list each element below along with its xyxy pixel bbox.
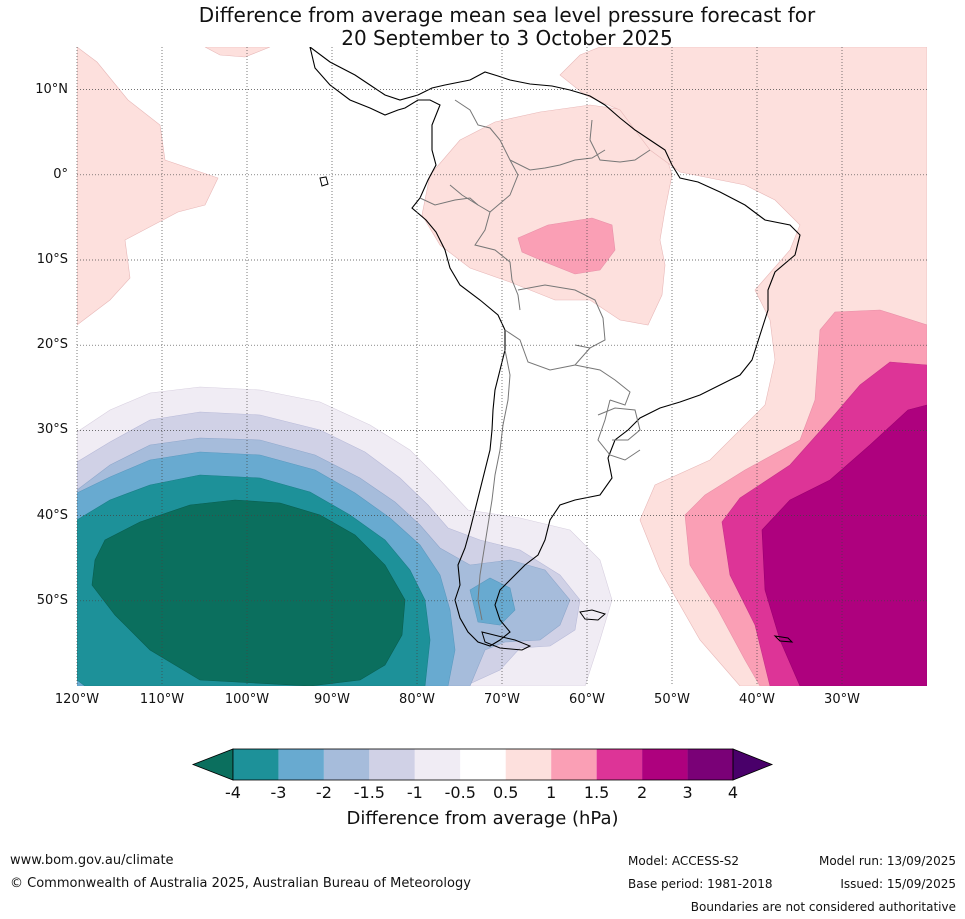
anomaly-pos-0.5-amazon — [421, 104, 673, 326]
anomaly-neg-2-patagonia — [469, 577, 516, 626]
colorbar-swatch — [687, 749, 733, 780]
issued-date: Issued: 15/09/2025 — [840, 877, 956, 891]
website-link[interactable]: www.bom.gov.au/climate — [10, 853, 174, 868]
lat-label: 50°S — [36, 592, 68, 608]
colorbar-tick-label: 4 — [727, 783, 739, 802]
colorbar-swatch — [460, 749, 506, 780]
tierra-del-fuego — [481, 631, 532, 651]
lon-label: 110°W — [139, 692, 185, 707]
falkland-islands — [579, 609, 607, 621]
colorbar-tick-label: 3 — [682, 783, 693, 802]
lon-label: 80°W — [399, 692, 435, 707]
title-line-2: 20 September to 3 October 2025 — [341, 26, 673, 50]
colorbar-tick-label: -1.5 — [353, 783, 385, 802]
model-name: Model: ACCESS-S2 — [628, 854, 740, 868]
boundary-venezuela-brazil — [509, 149, 606, 171]
colorbar-tick-label: 0.5 — [492, 783, 519, 802]
lon-label: 70°W — [484, 692, 520, 707]
colorbar-tick-label: 2 — [636, 783, 648, 802]
lon-label: 100°W — [224, 692, 270, 707]
boundary-guianas — [589, 119, 651, 163]
lat-label: 10°N — [35, 81, 68, 97]
colorbar-arrow-max — [732, 748, 774, 781]
lon-label: 50°W — [654, 692, 690, 707]
colorbar-swatch — [369, 749, 415, 780]
boundary-ecuador-peru — [419, 197, 479, 206]
country-boundaries — [419, 99, 651, 621]
lon-label: 90°W — [314, 692, 350, 707]
colorbar-swatch — [505, 749, 552, 780]
gridlines — [76, 47, 927, 686]
copyright-text: © Commonwealth of Australia 2025, Austra… — [10, 876, 471, 891]
model-run-date: Model run: 13/09/2025 — [818, 854, 956, 868]
colorbar-tick-label: -0.5 — [444, 783, 476, 802]
colorbar-tick-label: -3 — [270, 783, 287, 802]
colorbar-swatch — [278, 749, 324, 780]
boundary-peru-brazil — [474, 211, 521, 311]
boundary-bolivia-chile — [504, 329, 591, 371]
colorbar-frame — [232, 748, 734, 781]
base-period: Base period: 1981-2018 — [628, 877, 773, 891]
galapagos — [319, 176, 329, 187]
anomaly-pos-2-atlantic — [761, 404, 927, 686]
lat-label: 20°S — [36, 337, 68, 353]
lat-label: 30°S — [36, 422, 68, 438]
boundary-colombia-venezuela — [449, 99, 519, 213]
colorbar-swatch — [642, 749, 688, 780]
boundary-disclaimer: Boundaries are not considered authoritat… — [690, 900, 956, 914]
lat-label: 0° — [53, 166, 68, 182]
map-title: Difference from average mean sea level p… — [0, 4, 965, 50]
boundary-bolivia-brazil — [517, 284, 606, 349]
boundary-uruguay — [597, 407, 641, 441]
lat-label: 40°S — [36, 507, 68, 523]
lon-label: 60°W — [569, 692, 605, 707]
colorbar-arrow-min — [191, 748, 234, 781]
pressure-anomaly-fields — [77, 47, 927, 686]
colorbar-tick-label: 1 — [546, 783, 557, 802]
lat-label: 10°S — [36, 252, 68, 267]
lon-label: 30°W — [824, 692, 860, 707]
colorbar-swatch — [551, 749, 597, 780]
south-america-coastline — [309, 47, 801, 647]
title-line-1: Difference from average mean sea level p… — [198, 3, 816, 27]
colorbar-swatch — [414, 749, 461, 780]
colorbar-swatch — [233, 749, 279, 780]
south-georgia — [773, 635, 794, 643]
colorbar — [191, 748, 774, 781]
colorbar-tick-label: -4 — [225, 783, 241, 802]
boundary-argentina-chile — [477, 349, 511, 621]
boundary-paraguay — [574, 364, 631, 406]
colorbar-tick-label: -1 — [406, 783, 423, 802]
lon-label: 120°W — [54, 692, 100, 707]
anomaly-pos-0.5-pacific-north — [204, 47, 271, 58]
colorbar-label: Difference from average (hPa) — [346, 808, 619, 829]
colorbar-swatch — [323, 749, 370, 780]
anomaly-neg-4 — [91, 499, 406, 686]
colorbar-tick-label: 1.5 — [583, 783, 610, 802]
colorbar-swatch — [596, 749, 643, 780]
boundary-argentina-brazil — [597, 399, 641, 461]
coastlines — [309, 47, 801, 651]
lon-label: 40°W — [739, 692, 775, 707]
colorbar-tick-label: -2 — [315, 783, 332, 802]
anomaly-pos-0.5-pacific — [77, 47, 219, 326]
